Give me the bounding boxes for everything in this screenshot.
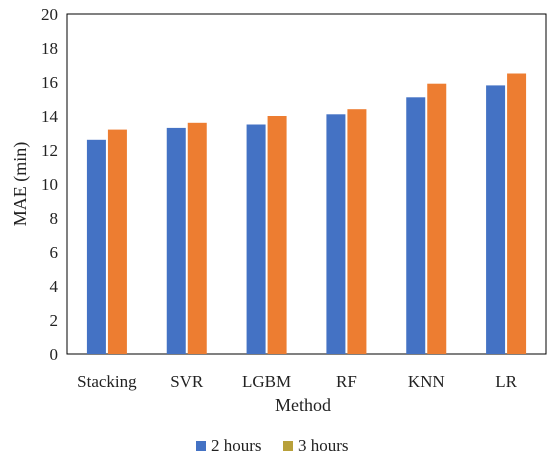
x-tick-label: SVR [170, 372, 204, 391]
x-axis-title: Method [275, 395, 331, 415]
y-tick-label: 4 [50, 277, 59, 296]
y-axis-ticks: 0 2 4 6 8 10 12 14 16 18 20 [41, 5, 59, 364]
y-tick-label: 10 [41, 175, 58, 194]
y-tick-label: 12 [41, 141, 58, 160]
bar-2-hours-lr [486, 85, 506, 355]
y-tick-label: 0 [50, 345, 59, 364]
bar-3-hours-stacking [107, 129, 127, 354]
y-tick-label: 14 [41, 107, 59, 126]
x-tick-label: RF [336, 372, 357, 391]
y-tick-label: 20 [41, 5, 58, 24]
bar-3-hours-svr [187, 122, 207, 354]
plot-area [66, 13, 547, 355]
bar-3-hours-knn [427, 83, 447, 354]
bar-2-hours-lgbm [246, 124, 266, 354]
bars [86, 73, 527, 355]
bar-3-hours-lr [507, 73, 527, 354]
y-tick-label: 6 [50, 243, 59, 262]
x-tick-label: LR [495, 372, 517, 391]
bar-3-hours-lgbm [267, 116, 287, 354]
legend-swatch [196, 441, 206, 451]
bar-3-hours-rf [347, 109, 367, 354]
plot-border [66, 13, 547, 355]
y-axis-title: MAE (min) [10, 142, 31, 227]
bar-2-hours-rf [326, 114, 346, 354]
legend: 2 hours 3 hours [196, 436, 349, 455]
bar-2-hours-knn [406, 97, 426, 355]
x-tick-label: KNN [408, 372, 445, 391]
y-tick-label: 8 [50, 209, 59, 228]
x-axis-ticks: Stacking SVR LGBM RF KNN LR [77, 372, 517, 391]
bar-2-hours-stacking [86, 139, 106, 354]
x-tick-label: LGBM [242, 372, 291, 391]
y-tick-label: 18 [41, 39, 58, 58]
legend-label: 3 hours [298, 436, 349, 455]
y-tick-label: 16 [41, 73, 58, 92]
legend-swatch [283, 441, 293, 451]
bar-2-hours-svr [166, 127, 186, 355]
x-tick-label: Stacking [77, 372, 137, 391]
y-tick-label: 2 [50, 311, 59, 330]
legend-label: 2 hours [211, 436, 262, 455]
